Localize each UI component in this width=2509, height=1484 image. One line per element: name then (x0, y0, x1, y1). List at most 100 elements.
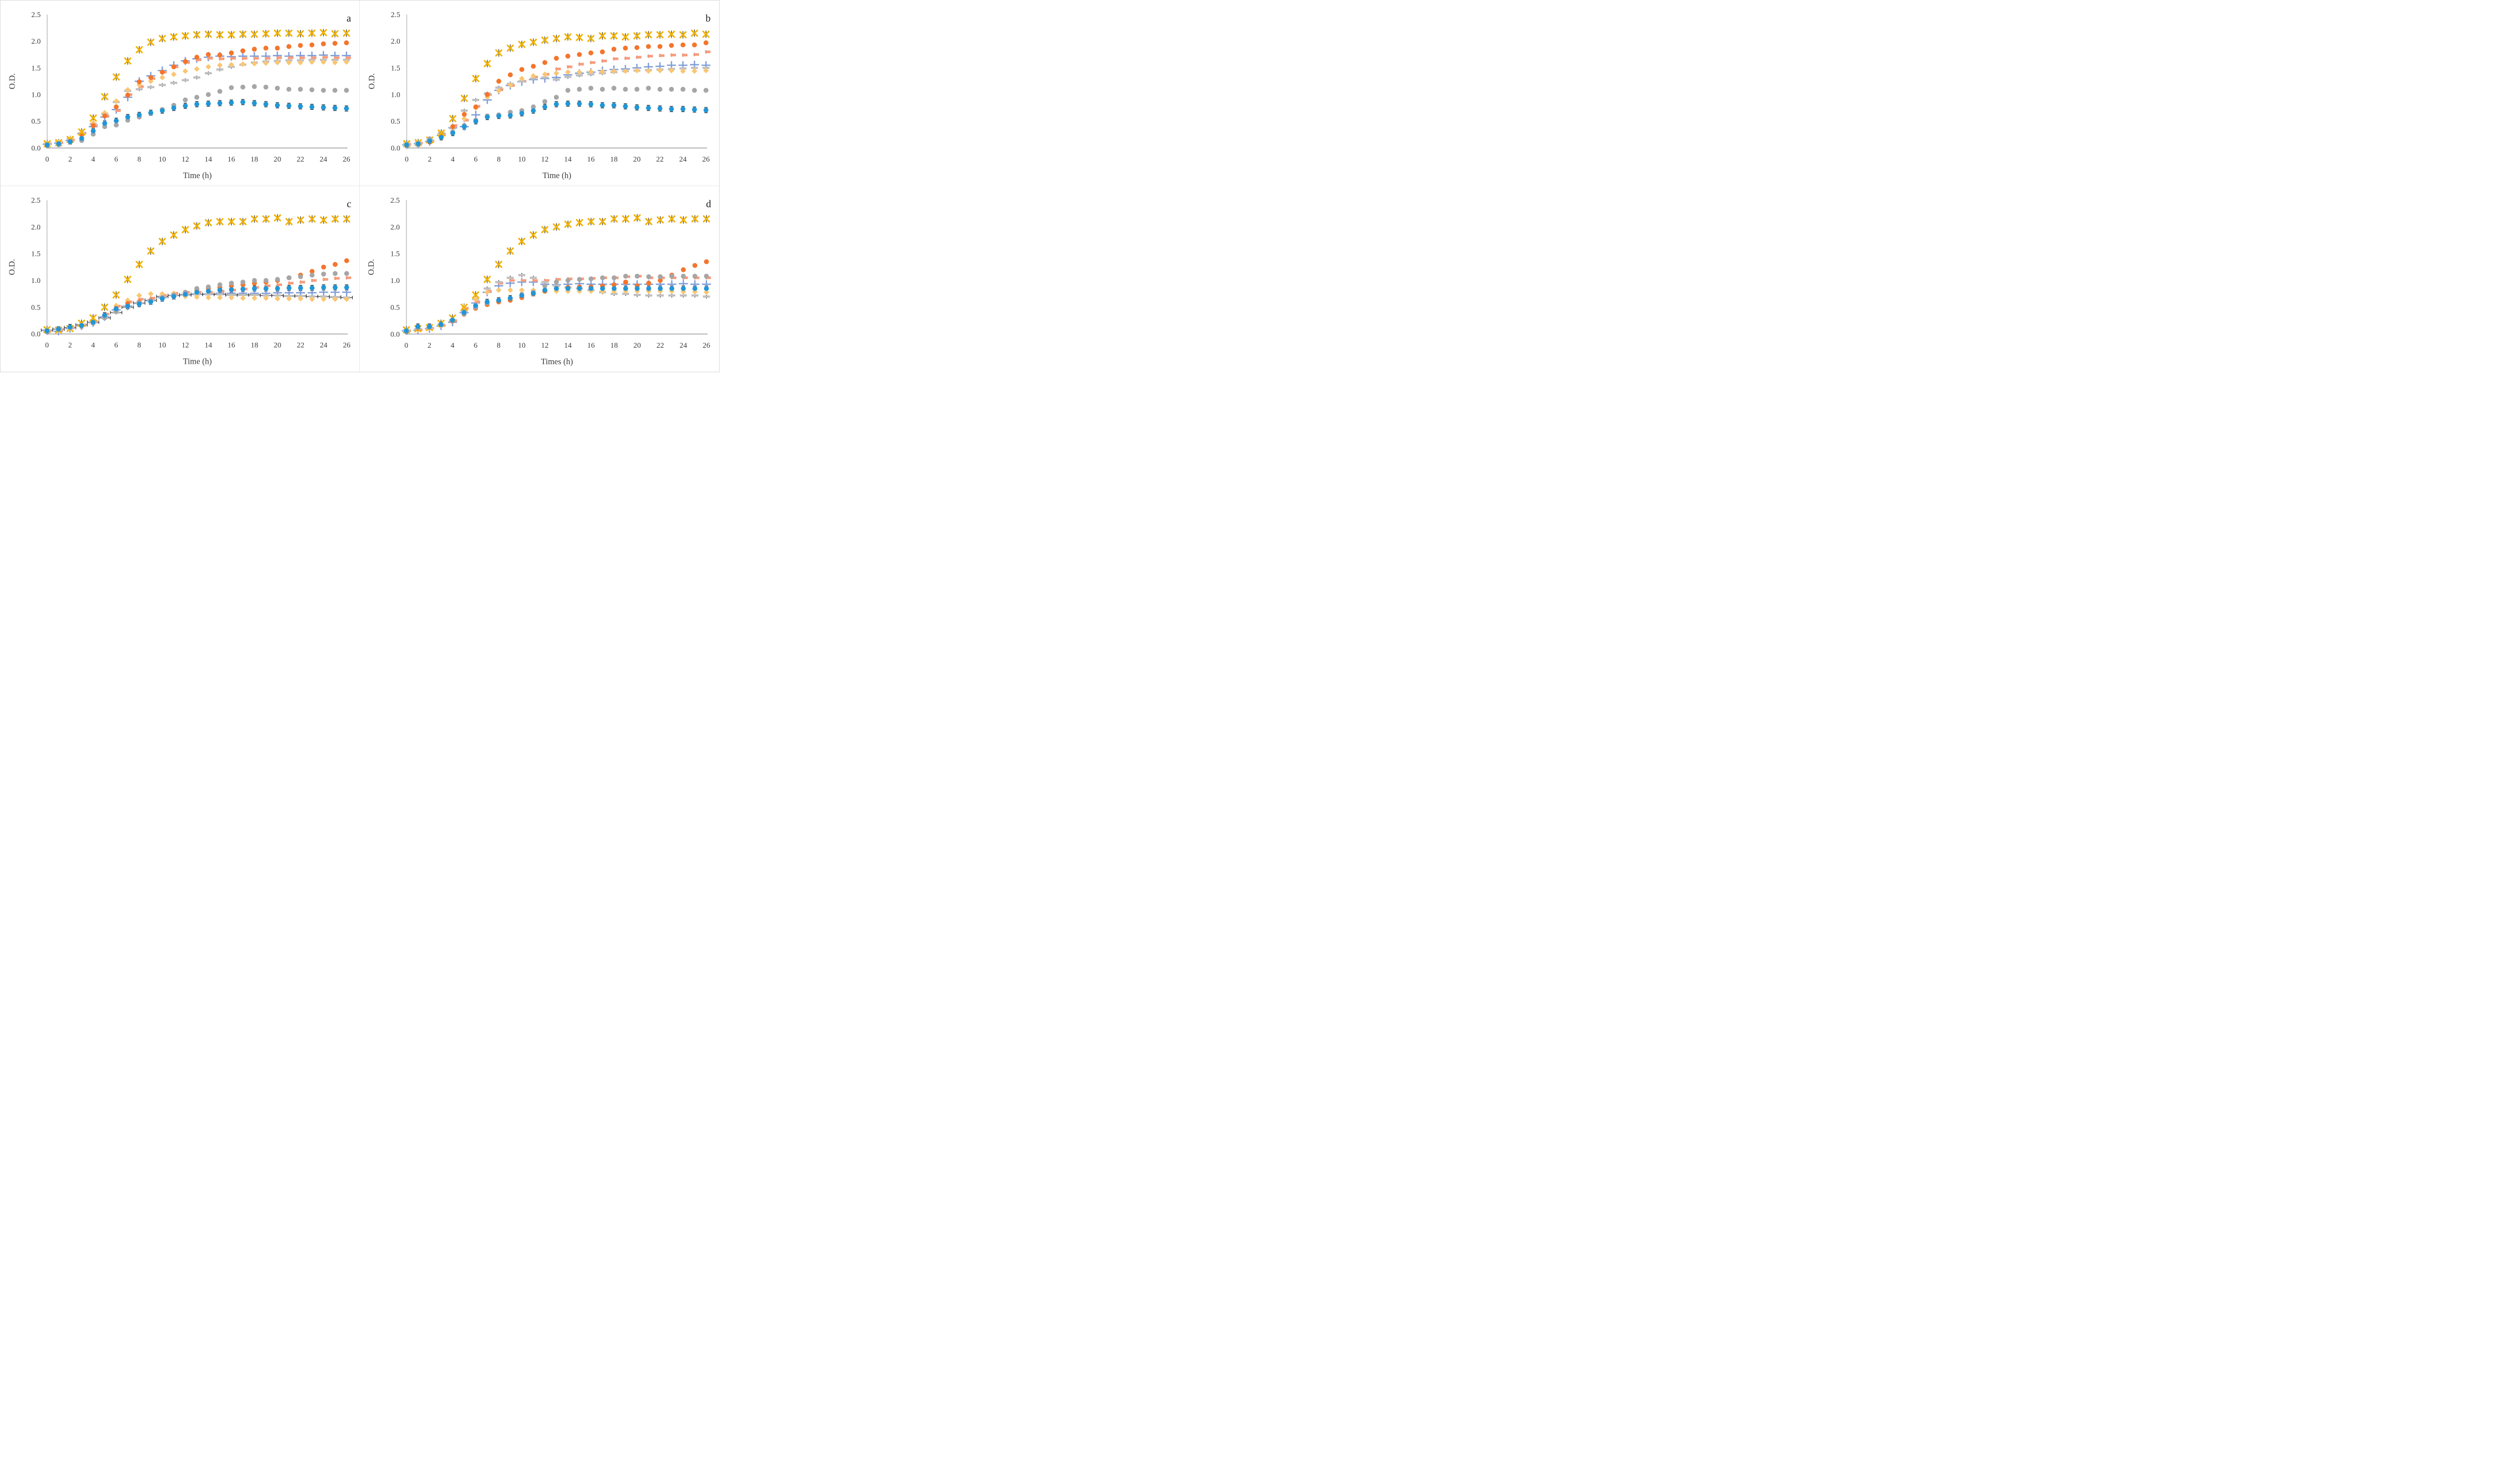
svg-text:24: 24 (320, 156, 327, 164)
svg-text:10: 10 (518, 156, 525, 164)
svg-text:1.5: 1.5 (31, 64, 41, 72)
y-tick-labels: 0.0 0.5 1.0 1.5 2.0 2.5 (390, 197, 400, 339)
y-axis-label: O.D. (7, 73, 17, 89)
svg-text:20: 20 (633, 156, 641, 164)
svg-text:2.5: 2.5 (390, 197, 400, 205)
svg-text:0: 0 (45, 342, 49, 350)
svg-text:24: 24 (679, 342, 687, 350)
x-axis-label: Time (h) (542, 171, 571, 180)
svg-text:22: 22 (297, 156, 304, 164)
svg-text:2: 2 (68, 342, 72, 350)
series-gold-asterisk (43, 214, 350, 334)
svg-text:1.0: 1.0 (31, 91, 41, 99)
svg-text:1.0: 1.0 (391, 91, 400, 99)
svg-text:22: 22 (297, 342, 304, 350)
series-blue-circle (404, 101, 709, 147)
svg-text:12: 12 (541, 156, 548, 164)
axes (405, 200, 708, 335)
panel-letter: b (706, 13, 711, 24)
svg-text:2: 2 (428, 342, 432, 350)
svg-text:0.5: 0.5 (390, 304, 400, 312)
svg-text:14: 14 (205, 156, 212, 164)
error-bars (45, 29, 348, 148)
svg-text:26: 26 (343, 342, 350, 350)
x-tick-labels: 0 2 4 6 8 10 12 14 16 18 20 22 24 26 (405, 156, 710, 164)
svg-text:4: 4 (451, 342, 455, 350)
svg-text:18: 18 (610, 156, 618, 164)
svg-text:1.5: 1.5 (390, 250, 400, 258)
growth-chart-panel-b: 0.00.51.01.52.02.50 2 4 6 8 10 12 14 16 18 20 22 24 2… (367, 11, 711, 180)
svg-text:26: 26 (702, 156, 710, 164)
svg-text:16: 16 (228, 156, 235, 164)
svg-text:2.0: 2.0 (31, 223, 41, 231)
y-tick-labels: 0.0 0.5 1.0 1.5 2.0 2.5 (31, 11, 41, 153)
svg-text:18: 18 (251, 342, 258, 350)
svg-text:6: 6 (114, 342, 118, 350)
svg-text:16: 16 (228, 342, 235, 350)
series-gold-asterisk (403, 29, 710, 147)
svg-text:2.0: 2.0 (390, 223, 400, 231)
svg-text:0.5: 0.5 (31, 304, 41, 312)
series-orange-circle (45, 40, 349, 148)
svg-text:6: 6 (474, 156, 478, 164)
svg-text:24: 24 (320, 342, 327, 350)
svg-text:1.5: 1.5 (391, 64, 400, 72)
svg-text:26: 26 (703, 342, 711, 350)
svg-text:2.0: 2.0 (391, 38, 400, 46)
growth-curves-figure: 0.0 0.5 1.0 1.5 2.0 2.5 0 2 4 6 8 10 12 14 16 18 20 22 24 2… (0, 0, 720, 372)
series-gray-circle (44, 271, 349, 334)
y-axis-label: O.D. (7, 259, 17, 275)
x-axis-label: Time (h) (183, 171, 212, 180)
svg-text:4: 4 (91, 342, 95, 350)
panel-letter: d (706, 199, 711, 210)
svg-text:8: 8 (497, 342, 501, 350)
svg-text:10: 10 (159, 342, 166, 350)
series-blue-circle (45, 99, 349, 147)
svg-text:22: 22 (656, 342, 664, 350)
svg-text:0.0: 0.0 (391, 144, 400, 153)
svg-text:2.5: 2.5 (391, 11, 400, 19)
series-blue-circle (44, 285, 349, 334)
svg-text:2.5: 2.5 (31, 197, 41, 205)
svg-text:0: 0 (45, 156, 49, 164)
svg-text:10: 10 (518, 342, 525, 350)
svg-text:0.0: 0.0 (390, 331, 400, 339)
svg-text:20: 20 (274, 342, 282, 350)
growth-chart-panel-d: 0.00.51.01.52.02.50 2 4 6 8 10 12 14 16 18 20 22 24 2… (366, 197, 711, 366)
svg-text:8: 8 (137, 342, 141, 350)
svg-text:2.5: 2.5 (31, 11, 41, 19)
x-axis-label: Times (h) (541, 357, 573, 366)
svg-text:12: 12 (541, 342, 548, 350)
y-axis-label: O.D. (367, 73, 376, 89)
svg-text:4: 4 (91, 156, 95, 164)
axes (46, 200, 348, 335)
growth-chart-panel-a: 0.00.51.01.52.02.50 2 4 6 8 10 12 14 16 18 20 22 24 2… (7, 11, 351, 180)
x-axis-label: Time (h) (183, 357, 212, 366)
svg-text:0.0: 0.0 (31, 144, 41, 153)
series-tan-diamond (403, 287, 710, 334)
panel-d: 0.0 0.5 1.0 1.5 2.0 2.5 0 2 4 6 8 10 12 14 16 18 20 22 24 2… (360, 186, 719, 372)
svg-text:0.5: 0.5 (31, 118, 41, 126)
svg-text:22: 22 (656, 156, 664, 164)
svg-text:20: 20 (273, 156, 281, 164)
svg-text:2: 2 (68, 156, 72, 164)
axes (406, 14, 708, 149)
svg-text:8: 8 (497, 156, 500, 164)
panel-c: 0.0 0.5 1.0 1.5 2.0 2.5 0 2 4 6 8 10 12 14 16 18 20 22 24 2… (1, 186, 360, 372)
svg-text:2.0: 2.0 (31, 38, 41, 46)
svg-text:14: 14 (564, 342, 572, 350)
series-gold-asterisk (43, 29, 350, 147)
svg-text:0: 0 (405, 156, 408, 164)
svg-text:1.0: 1.0 (31, 277, 41, 285)
y-tick-labels: 0.0 0.5 1.0 1.5 2.0 2.5 (391, 11, 400, 153)
svg-text:1.0: 1.0 (390, 277, 400, 285)
svg-text:0: 0 (404, 342, 408, 350)
svg-text:10: 10 (159, 156, 166, 164)
svg-text:1.5: 1.5 (31, 250, 41, 258)
svg-text:2: 2 (428, 156, 432, 164)
axes (47, 14, 348, 149)
svg-text:8: 8 (137, 156, 141, 164)
y-tick-labels: 0.0 0.5 1.0 1.5 2.0 2.5 (31, 197, 41, 339)
series-blue-circle (403, 286, 709, 334)
error-bars (41, 214, 353, 334)
